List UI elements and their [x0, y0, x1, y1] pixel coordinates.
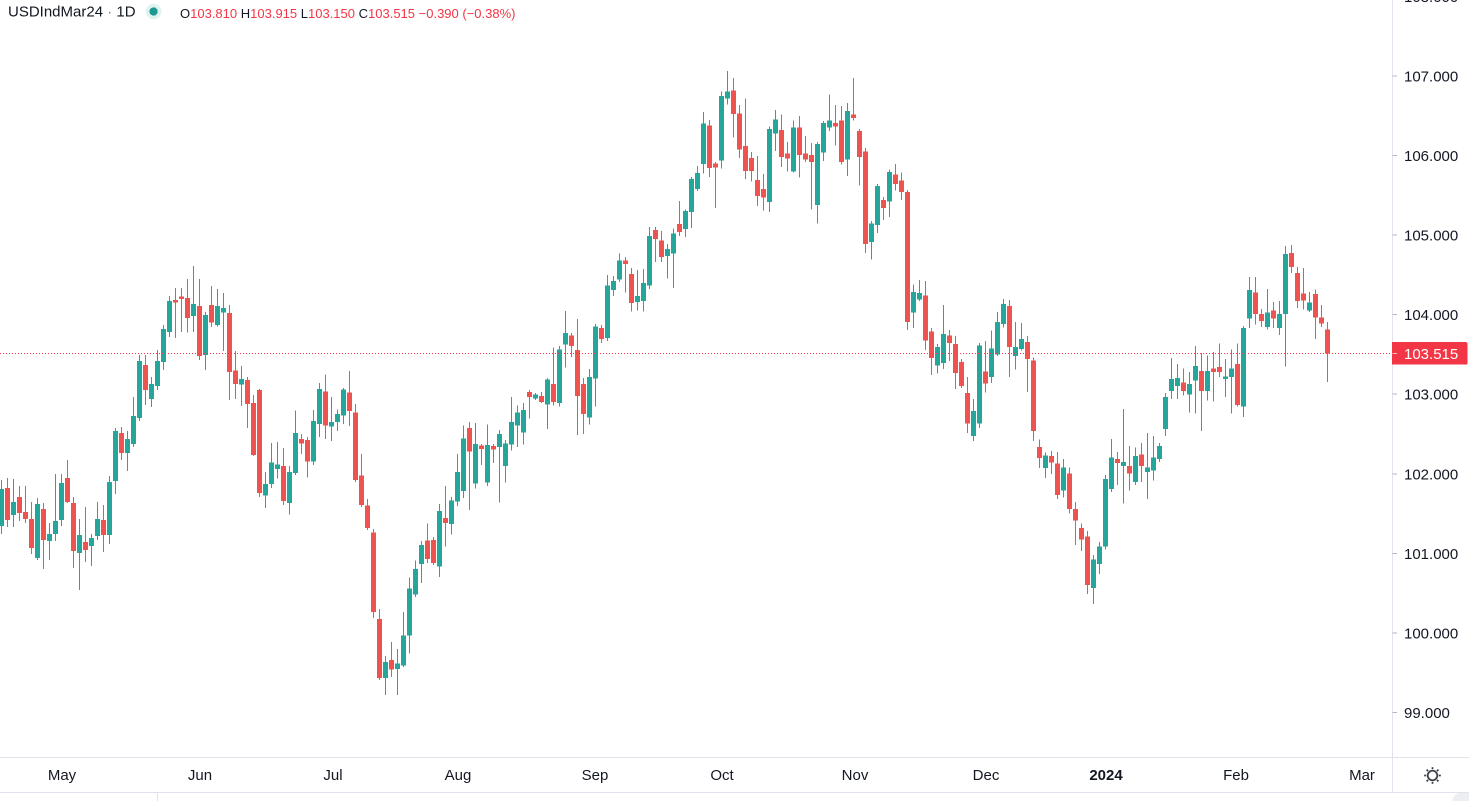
svg-text:105.000: 105.000	[1404, 228, 1458, 245]
svg-text:99.000: 99.000	[1404, 705, 1450, 722]
svg-text:Feb: Feb	[1223, 767, 1249, 784]
svg-text:101.000: 101.000	[1404, 546, 1458, 563]
svg-text:107.000: 107.000	[1404, 69, 1458, 86]
svg-text:May: May	[48, 767, 77, 784]
svg-text:O103.810 H103.915 L103.150 C10: O103.810 H103.915 L103.150 C103.515 −0.3…	[180, 6, 516, 21]
svg-text:103.000: 103.000	[1404, 387, 1458, 404]
svg-text:Jun: Jun	[188, 767, 212, 784]
svg-text:106.000: 106.000	[1404, 148, 1458, 165]
svg-text:Nov: Nov	[842, 767, 869, 784]
svg-text:2024: 2024	[1089, 767, 1123, 784]
svg-text:Dec: Dec	[973, 767, 1000, 784]
svg-text:Oct: Oct	[710, 767, 734, 784]
svg-text:103.515: 103.515	[1404, 346, 1458, 363]
svg-text:Mar: Mar	[1349, 767, 1375, 784]
svg-text:108.000: 108.000	[1404, 0, 1458, 6]
svg-text:102.000: 102.000	[1404, 466, 1458, 483]
svg-text:100.000: 100.000	[1404, 625, 1458, 642]
svg-text:Aug: Aug	[445, 767, 472, 784]
svg-text:Sep: Sep	[582, 767, 609, 784]
svg-text:104.000: 104.000	[1404, 307, 1458, 324]
svg-text:USDIndMar24 · 1D: USDIndMar24 · 1D	[8, 4, 136, 21]
svg-text:Jul: Jul	[323, 767, 342, 784]
